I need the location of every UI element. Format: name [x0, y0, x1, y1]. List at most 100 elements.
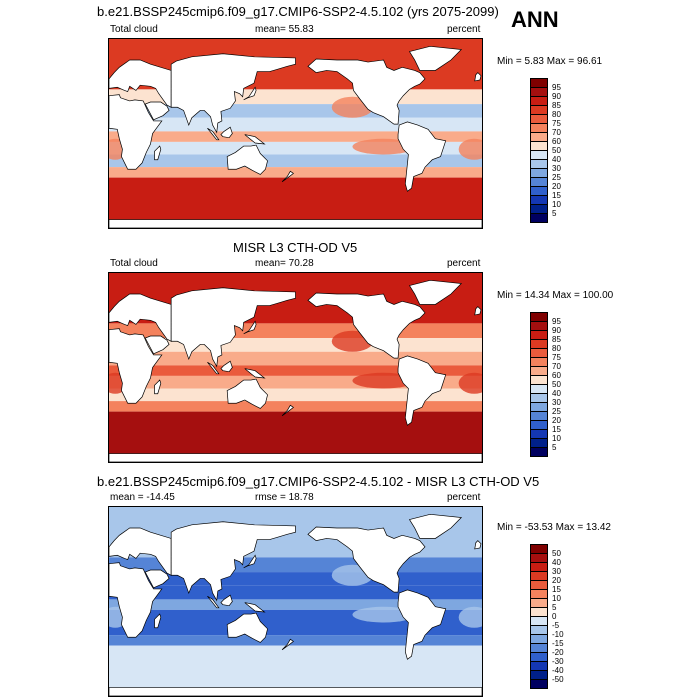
- panel2-units-label: percent: [447, 258, 481, 269]
- colorbar-level-label: 20: [552, 416, 561, 425]
- panel3-title: b.e21.BSSP245cmip6.f09_g17.CMIP6-SSP2-4.…: [97, 474, 540, 489]
- colorbar-level-label: -40: [552, 666, 564, 675]
- map-land: [474, 72, 482, 82]
- colorbar-level-label: 15: [552, 585, 561, 594]
- panel1-minmax: Min = 5.83 Max = 96.61: [497, 56, 603, 67]
- map-band: [109, 154, 482, 168]
- map-land: [474, 306, 482, 316]
- map-land: [207, 595, 220, 609]
- colorbar-level-label: 10: [552, 434, 561, 443]
- map-land: [144, 101, 170, 121]
- map-land: [207, 361, 220, 375]
- map-land: [109, 328, 163, 404]
- map-band: [109, 599, 482, 610]
- map-land: [154, 379, 162, 395]
- map-patch: [458, 372, 482, 394]
- colorbar-level-label: 95: [552, 317, 561, 326]
- colorbar-level-label: 25: [552, 407, 561, 416]
- panel2-left-label: Total cloud: [110, 258, 158, 269]
- map-land: [109, 562, 163, 638]
- map-land: [307, 292, 426, 359]
- panel3-minmax: Min = -53.53 Max = 13.42: [497, 522, 611, 533]
- panel2-map: [108, 272, 483, 463]
- map-land: [408, 513, 463, 539]
- map-land: [244, 134, 266, 145]
- colorbar-box: [530, 213, 548, 223]
- colorbar-level-label: 60: [552, 137, 561, 146]
- map-patch: [352, 138, 415, 155]
- map-band: [109, 131, 482, 142]
- colorbar-level-label: 5: [552, 443, 557, 452]
- map-land: [307, 526, 426, 593]
- map-band: [109, 117, 482, 132]
- map-land: [220, 126, 233, 139]
- colorbar-level-label: -50: [552, 675, 564, 684]
- colorbar-level-label: 85: [552, 101, 561, 110]
- map-land: [408, 279, 463, 305]
- map-patch: [458, 138, 482, 160]
- colorbar-level-label: -5: [552, 621, 560, 630]
- map-land: [220, 594, 233, 607]
- map-band: [109, 365, 482, 376]
- colorbar-level-label: 20: [552, 576, 561, 585]
- map-land: [109, 453, 482, 462]
- colorbar-level-label: 90: [552, 92, 561, 101]
- panel3-map-svg: [109, 507, 482, 696]
- map-land: [397, 121, 447, 192]
- map-land: [226, 612, 268, 643]
- panel1-left-label: Total cloud: [110, 24, 158, 35]
- colorbar-level-label: 30: [552, 164, 561, 173]
- map-band: [109, 401, 482, 412]
- map-land: [281, 638, 295, 651]
- panel2-minmax: Min = 14.34 Max = 100.00: [497, 290, 614, 301]
- colorbar-level-label: -15: [552, 639, 564, 648]
- map-land: [281, 170, 295, 183]
- map-land: [109, 94, 163, 170]
- colorbar-level-label: 30: [552, 398, 561, 407]
- panel3-rmse-label: rmse = 18.78: [255, 492, 314, 503]
- colorbar-level-label: 85: [552, 335, 561, 344]
- map-land: [170, 53, 296, 134]
- map-band: [109, 622, 482, 636]
- colorbar-level-label: 40: [552, 155, 561, 164]
- colorbar-level-label: 60: [552, 371, 561, 380]
- panel2-title: MISR L3 CTH-OD V5: [233, 240, 358, 255]
- colorbar-level-label: 40: [552, 389, 561, 398]
- season-label: ANN: [511, 7, 559, 32]
- map-land: [144, 335, 170, 355]
- colorbar-level-label: 95: [552, 83, 561, 92]
- map-land: [244, 368, 266, 379]
- map-land: [244, 602, 266, 613]
- colorbar-level-label: 5: [552, 603, 557, 612]
- colorbar-level-label: 30: [552, 567, 561, 576]
- panel1-mean-label: mean= 55.83: [255, 24, 314, 35]
- colorbar-level-label: 25: [552, 173, 561, 182]
- colorbar-level-label: -10: [552, 630, 564, 639]
- colorbar-level-label: 5: [552, 209, 557, 218]
- panel1-map: [108, 38, 483, 229]
- colorbar-level-label: 50: [552, 380, 561, 389]
- colorbar-level-label: 50: [552, 146, 561, 155]
- panel1-title: b.e21.BSSP245cmip6.f09_g17.CMIP6-SSP2-4.…: [97, 4, 499, 19]
- map-land: [154, 613, 162, 629]
- colorbar-level-label: 70: [552, 362, 561, 371]
- map-band: [109, 388, 482, 402]
- panel1-map-svg: [109, 39, 482, 228]
- map-land: [109, 527, 172, 576]
- map-land: [474, 540, 482, 550]
- colorbar-level-label: 40: [552, 558, 561, 567]
- colorbar-level-label: 70: [552, 128, 561, 137]
- colorbar-box: [530, 447, 548, 457]
- map-land: [408, 45, 463, 71]
- map-land: [226, 378, 268, 409]
- colorbar-level-label: 80: [552, 110, 561, 119]
- map-land: [397, 589, 447, 660]
- colorbar-level-label: -30: [552, 657, 564, 666]
- map-land: [307, 58, 426, 125]
- map-patch: [352, 606, 415, 623]
- colorbar-level-label: 20: [552, 182, 561, 191]
- colorbar-level-label: 0: [552, 612, 557, 621]
- map-land: [220, 360, 233, 373]
- map-land: [170, 521, 296, 602]
- panel3-units-label: percent: [447, 492, 481, 503]
